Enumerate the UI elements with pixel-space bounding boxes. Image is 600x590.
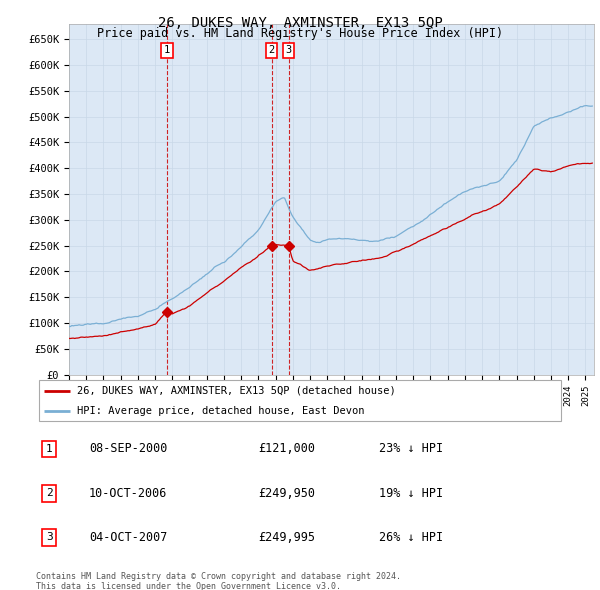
Text: This data is licensed under the Open Government Licence v3.0.: This data is licensed under the Open Gov… bbox=[36, 582, 341, 590]
Text: 3: 3 bbox=[286, 45, 292, 55]
Text: £121,000: £121,000 bbox=[258, 442, 315, 455]
Text: 26, DUKES WAY, AXMINSTER, EX13 5QP (detached house): 26, DUKES WAY, AXMINSTER, EX13 5QP (deta… bbox=[77, 386, 396, 396]
Text: Contains HM Land Registry data © Crown copyright and database right 2024.: Contains HM Land Registry data © Crown c… bbox=[36, 572, 401, 581]
Text: HPI: Average price, detached house, East Devon: HPI: Average price, detached house, East… bbox=[77, 407, 365, 416]
Text: Price paid vs. HM Land Registry's House Price Index (HPI): Price paid vs. HM Land Registry's House … bbox=[97, 27, 503, 40]
Text: 1: 1 bbox=[46, 444, 53, 454]
Text: 04-OCT-2007: 04-OCT-2007 bbox=[89, 531, 167, 544]
Text: 08-SEP-2000: 08-SEP-2000 bbox=[89, 442, 167, 455]
Text: 26% ↓ HPI: 26% ↓ HPI bbox=[379, 531, 443, 544]
Text: 23% ↓ HPI: 23% ↓ HPI bbox=[379, 442, 443, 455]
Text: 3: 3 bbox=[46, 533, 53, 542]
Text: £249,950: £249,950 bbox=[258, 487, 315, 500]
Text: 26, DUKES WAY, AXMINSTER, EX13 5QP: 26, DUKES WAY, AXMINSTER, EX13 5QP bbox=[158, 16, 442, 30]
Text: 19% ↓ HPI: 19% ↓ HPI bbox=[379, 487, 443, 500]
FancyBboxPatch shape bbox=[38, 380, 562, 421]
Text: £249,995: £249,995 bbox=[258, 531, 315, 544]
Text: 2: 2 bbox=[46, 489, 53, 498]
Text: 1: 1 bbox=[164, 45, 170, 55]
Text: 10-OCT-2006: 10-OCT-2006 bbox=[89, 487, 167, 500]
Text: 2: 2 bbox=[269, 45, 275, 55]
